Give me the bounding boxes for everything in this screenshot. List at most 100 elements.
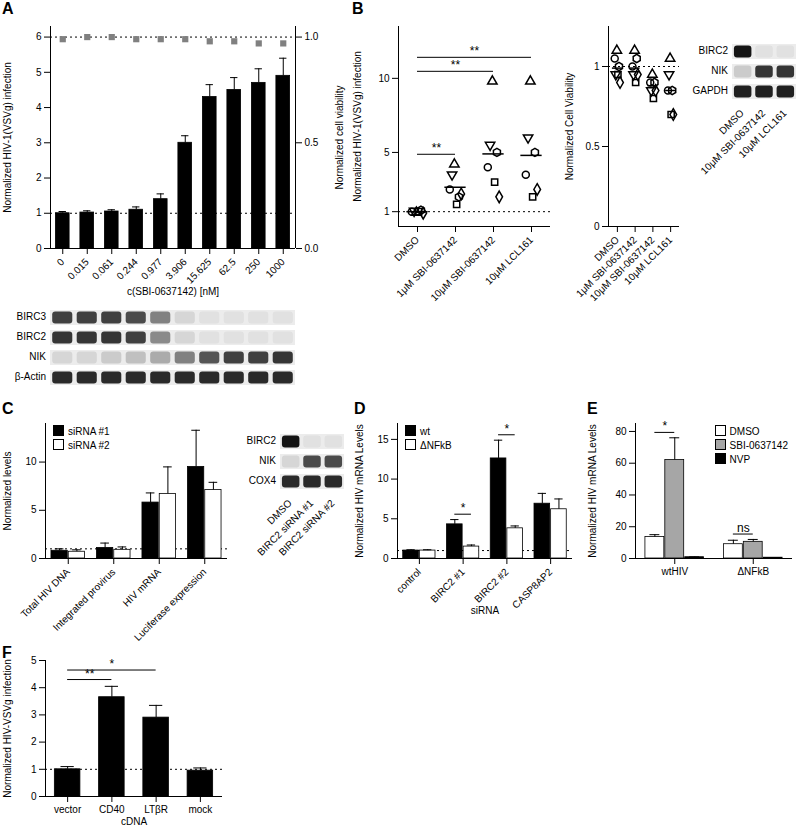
svg-text:*: * — [110, 657, 115, 671]
svg-text:1μM SBI-0637142: 1μM SBI-0637142 — [394, 234, 460, 300]
svg-text:Total HIV DNA: Total HIV DNA — [18, 566, 72, 620]
svg-text:LTβR: LTβR — [144, 804, 168, 815]
svg-text:BIRC3: BIRC3 — [17, 311, 47, 322]
svg-text:GAPDH: GAPDH — [692, 85, 728, 96]
svg-text:Normalized HIV-VSVg infection: Normalized HIV-VSVg infection — [2, 659, 13, 797]
svg-text:BIRC2 siRNA #1: BIRC2 siRNA #1 — [255, 497, 316, 558]
svg-text:1: 1 — [594, 61, 600, 72]
svg-text:1: 1 — [384, 206, 390, 217]
svg-text:10μM SBI-0637142: 10μM SBI-0637142 — [698, 107, 768, 177]
svg-text:**: ** — [451, 58, 461, 72]
svg-text:62.5: 62.5 — [216, 256, 238, 278]
svg-text:0: 0 — [383, 553, 389, 564]
svg-text:0.244: 0.244 — [114, 256, 140, 282]
svg-text:Normalized HIV-1(VSVg) infecti: Normalized HIV-1(VSVg) infection — [352, 51, 363, 202]
svg-text:NIK: NIK — [29, 351, 46, 362]
svg-text:COX4: COX4 — [249, 475, 277, 486]
svg-text:5: 5 — [384, 147, 390, 158]
svg-text:4: 4 — [36, 102, 42, 113]
svg-text:10: 10 — [377, 473, 389, 484]
svg-text:siRNA: siRNA — [471, 605, 500, 616]
svg-text:20: 20 — [615, 521, 627, 532]
svg-text:5: 5 — [31, 655, 37, 666]
svg-text:3: 3 — [31, 709, 37, 720]
svg-text:0.977: 0.977 — [139, 256, 165, 282]
svg-text:5: 5 — [31, 504, 37, 515]
svg-text:Luciferase expression: Luciferase expression — [132, 566, 209, 643]
svg-text:80: 80 — [615, 426, 627, 437]
svg-text:10μM SBI-0637142: 10μM SBI-0637142 — [428, 234, 497, 303]
svg-text:0: 0 — [36, 243, 42, 254]
svg-text:10μM LCL161: 10μM LCL161 — [622, 234, 675, 287]
svg-text:0.015: 0.015 — [65, 256, 91, 282]
svg-text:5: 5 — [36, 67, 42, 78]
svg-text:**: ** — [85, 667, 95, 681]
svg-text:1.0: 1.0 — [305, 31, 319, 42]
svg-text:10μM LCL161: 10μM LCL161 — [483, 234, 536, 287]
svg-text:**: ** — [432, 141, 442, 155]
svg-text:HIV mRNA: HIV mRNA — [121, 566, 164, 609]
svg-text:0: 0 — [31, 791, 37, 802]
svg-text:*: * — [461, 501, 466, 515]
svg-text:cDNA: cDNA — [121, 816, 147, 827]
svg-text:CASP8AP2: CASP8AP2 — [510, 566, 555, 611]
svg-text:3: 3 — [36, 137, 42, 148]
svg-text:0.0: 0.0 — [305, 243, 319, 254]
svg-text:10: 10 — [378, 73, 390, 84]
svg-text:Integrated provirus: Integrated provirus — [51, 566, 118, 633]
svg-text:mock: mock — [188, 804, 213, 815]
svg-text:60: 60 — [615, 457, 627, 468]
svg-text:15.625: 15.625 — [184, 256, 214, 286]
svg-text:0: 0 — [55, 256, 67, 268]
svg-text:0: 0 — [594, 221, 600, 232]
svg-text:1000: 1000 — [263, 256, 287, 280]
svg-text:BIRC2 #2: BIRC2 #2 — [472, 566, 511, 605]
svg-text:1μM SBI-0637142: 1μM SBI-0637142 — [573, 234, 639, 300]
svg-text:Normalized HIV mRNA Levels: Normalized HIV mRNA Levels — [354, 424, 365, 557]
svg-text:Normalized HIV mRNA Levels: Normalized HIV mRNA Levels — [587, 424, 598, 557]
svg-text:ΔNFkB: ΔNFkB — [737, 566, 769, 577]
svg-text:DMSO: DMSO — [592, 234, 622, 264]
svg-text:control: control — [394, 566, 423, 595]
svg-text:0: 0 — [621, 553, 627, 564]
svg-text:0: 0 — [31, 553, 37, 564]
svg-text:NIK: NIK — [711, 65, 728, 76]
svg-text:Normalized cell viability: Normalized cell viability — [334, 86, 345, 190]
svg-text:BIRC2: BIRC2 — [17, 331, 47, 342]
svg-text:0.5: 0.5 — [305, 137, 319, 148]
svg-text:CD40: CD40 — [99, 804, 125, 815]
svg-text:*: * — [505, 422, 510, 436]
svg-text:15: 15 — [377, 434, 389, 445]
svg-text:0.061: 0.061 — [90, 256, 116, 282]
svg-text:10: 10 — [25, 456, 37, 467]
svg-text:1: 1 — [31, 764, 37, 775]
svg-text:**: ** — [470, 44, 480, 58]
svg-text:BIRC2: BIRC2 — [247, 435, 277, 446]
svg-text:5: 5 — [383, 513, 389, 524]
svg-text:DMSO: DMSO — [392, 234, 421, 263]
svg-text:BIRC2 siRNA #2: BIRC2 siRNA #2 — [277, 497, 337, 557]
svg-text:2: 2 — [31, 736, 37, 747]
svg-text:4: 4 — [31, 682, 37, 693]
svg-text:β-Actin: β-Actin — [15, 371, 46, 382]
svg-text:wtHIV: wtHIV — [660, 566, 688, 577]
svg-text:NIK: NIK — [259, 455, 276, 466]
svg-text:c(SBI-0637142) [nM]: c(SBI-0637142) [nM] — [127, 286, 219, 297]
svg-text:10μM SBI-0637142: 10μM SBI-0637142 — [587, 234, 657, 304]
svg-text:*: * — [662, 419, 667, 433]
svg-text:2: 2 — [36, 172, 42, 183]
svg-text:vector: vector — [54, 804, 82, 815]
svg-text:Normalized HIV-1(VSVg) infecti: Normalized HIV-1(VSVg) infection — [2, 62, 13, 213]
svg-text:ns: ns — [737, 521, 750, 535]
svg-text:0.5: 0.5 — [586, 141, 600, 152]
svg-text:250: 250 — [243, 256, 263, 276]
svg-text:Normalized levels: Normalized levels — [2, 452, 13, 531]
svg-text:Normalized Cell Viability: Normalized Cell Viability — [564, 73, 575, 181]
svg-text:1: 1 — [36, 207, 42, 218]
svg-text:BIRC2 #1: BIRC2 #1 — [428, 566, 467, 605]
svg-text:40: 40 — [615, 489, 627, 500]
svg-text:6: 6 — [36, 31, 42, 42]
svg-text:10μM LCL161: 10μM LCL161 — [736, 107, 789, 160]
svg-text:BIRC2: BIRC2 — [699, 45, 729, 56]
svg-text:DMSO: DMSO — [717, 107, 746, 137]
